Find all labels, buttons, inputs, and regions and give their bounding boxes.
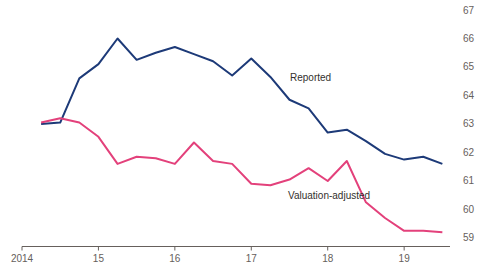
series-label: Valuation-adjusted [288,190,370,201]
x-tick-label: 17 [246,253,258,264]
x-axis [22,246,450,247]
y-tick-label: 66 [463,33,475,44]
series-label: Reported [290,72,331,83]
x-tick [98,247,99,251]
x-tick [174,247,175,251]
y-tick-label: 65 [463,61,475,72]
y-tick-label: 64 [463,90,475,101]
x-tick-label: 2014 [11,253,34,264]
x-tick-label: 16 [169,253,181,264]
x-tick [251,247,252,251]
y-tick-label: 63 [463,118,475,129]
y-tick-label: 67 [463,5,475,16]
y-tick-label: 60 [463,204,475,215]
x-tick-label: 18 [322,253,334,264]
y-tick-label: 62 [463,147,475,158]
y-tick-label: 61 [463,175,475,186]
series-line [41,118,442,232]
plot-area [41,38,442,232]
x-tick [404,247,405,251]
x-tick-label: 15 [93,253,105,264]
chart: 59 60 61 62 63 64 65 66 67 2014 15 16 17 18 19 Reported… [0,0,482,268]
x-tick-label: 19 [399,253,411,264]
x-tick [22,247,23,251]
x-tick [327,247,328,251]
y-tick-label: 59 [463,232,475,243]
series-line [41,38,442,163]
